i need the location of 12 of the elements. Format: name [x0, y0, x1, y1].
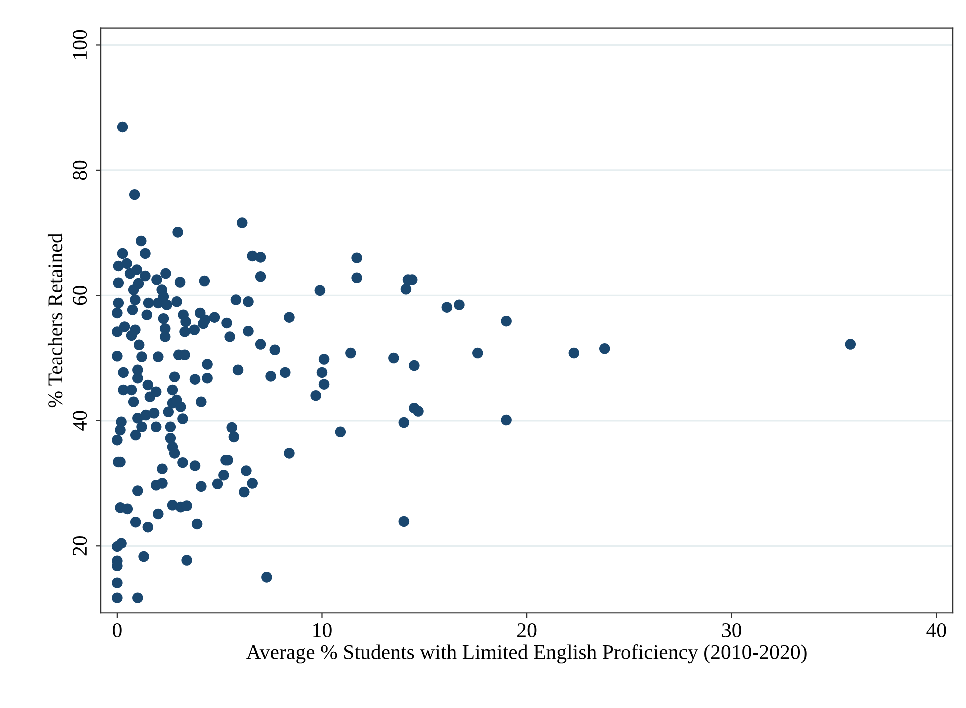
y-tick-label: 100 [73, 30, 88, 60]
x-tick-label: 0 [113, 623, 122, 638]
y-axis-title: % Teachers Retained [48, 233, 63, 408]
x-tick-label: 30 [722, 623, 742, 638]
y-tick-label: 40 [73, 411, 88, 431]
y-tick-label: 20 [73, 536, 88, 556]
x-axis-title: Average % Students with Limited English Proficiency (2010-2020) [246, 644, 807, 664]
x-tick-label: 40 [926, 623, 946, 638]
y-tick-label: 60 [73, 286, 88, 306]
x-tick-label: 10 [314, 623, 332, 638]
y-tick-label: 80 [73, 160, 88, 180]
x-tick-label: 20 [518, 623, 537, 638]
